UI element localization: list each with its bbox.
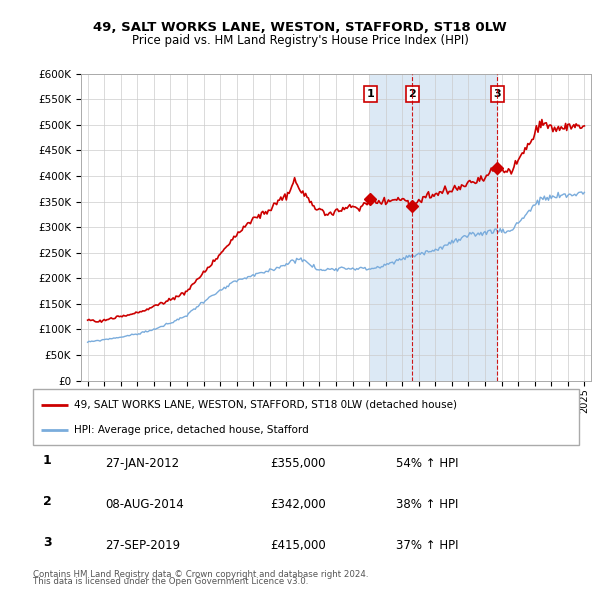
Text: 54% ↑ HPI: 54% ↑ HPI bbox=[396, 457, 458, 470]
Text: £355,000: £355,000 bbox=[270, 457, 325, 470]
Text: £342,000: £342,000 bbox=[270, 498, 326, 511]
Text: 08-AUG-2014: 08-AUG-2014 bbox=[105, 498, 184, 511]
Text: 49, SALT WORKS LANE, WESTON, STAFFORD, ST18 0LW: 49, SALT WORKS LANE, WESTON, STAFFORD, S… bbox=[93, 21, 507, 34]
Text: 37% ↑ HPI: 37% ↑ HPI bbox=[396, 539, 458, 552]
Text: 27-JAN-2012: 27-JAN-2012 bbox=[105, 457, 179, 470]
Text: £415,000: £415,000 bbox=[270, 539, 326, 552]
Text: 3: 3 bbox=[43, 536, 52, 549]
Text: 49, SALT WORKS LANE, WESTON, STAFFORD, ST18 0LW (detached house): 49, SALT WORKS LANE, WESTON, STAFFORD, S… bbox=[74, 399, 457, 409]
Text: 3: 3 bbox=[493, 89, 501, 99]
Text: This data is licensed under the Open Government Licence v3.0.: This data is licensed under the Open Gov… bbox=[33, 577, 308, 586]
Text: 1: 1 bbox=[43, 454, 52, 467]
Text: 1: 1 bbox=[367, 89, 374, 99]
FancyBboxPatch shape bbox=[33, 389, 579, 445]
Text: Price paid vs. HM Land Registry's House Price Index (HPI): Price paid vs. HM Land Registry's House … bbox=[131, 34, 469, 47]
Text: Contains HM Land Registry data © Crown copyright and database right 2024.: Contains HM Land Registry data © Crown c… bbox=[33, 570, 368, 579]
Bar bbox=[370, 74, 497, 381]
Text: 2: 2 bbox=[408, 89, 416, 99]
Text: HPI: Average price, detached house, Stafford: HPI: Average price, detached house, Staf… bbox=[74, 425, 309, 435]
Text: 27-SEP-2019: 27-SEP-2019 bbox=[105, 539, 180, 552]
Text: 2: 2 bbox=[43, 495, 52, 508]
Text: 38% ↑ HPI: 38% ↑ HPI bbox=[396, 498, 458, 511]
